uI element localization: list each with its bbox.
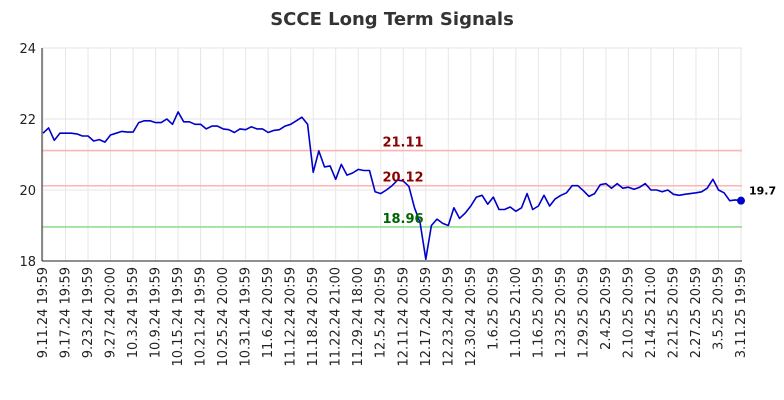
- series: [42, 111, 745, 261]
- x-tick-label: 12.23.24 20:59: [441, 267, 456, 367]
- axes: 18 20 22 24 9.11.24 19:59 9.17.24 19:59 9.23.2…: [19, 42, 749, 367]
- x-tick-label: 3.5.25 20:59: [711, 267, 726, 350]
- x-tick-label: 10.25.24 20:00: [216, 267, 231, 367]
- x-tick-label: 10.21.24 19:59: [194, 267, 209, 367]
- x-tick-label: 11.6.24 20:59: [261, 267, 276, 358]
- x-tick-label: 10.15.24 19:59: [171, 267, 186, 367]
- x-tick-label: 11.18.24 20:59: [306, 267, 321, 367]
- x-tick-label: 1.10.25 21:00: [509, 267, 524, 358]
- x-tick-label: 10.3.24 19:59: [126, 267, 141, 358]
- y-tick-label: 22: [19, 113, 36, 128]
- x-tick-label: 10.9.24 19:59: [149, 267, 164, 358]
- x-tick-label: 2.14.25 21:00: [644, 267, 659, 358]
- x-tick-label: 9.23.24 19:59: [81, 267, 96, 358]
- x-tick-label: 2.10.25 20:59: [621, 267, 636, 358]
- reference-line-label: 18.96: [382, 212, 423, 227]
- grid: [42, 47, 742, 262]
- x-tick-label: 12.17.24 20:59: [419, 267, 434, 367]
- y-tick-label: 18: [19, 255, 36, 270]
- x-tick-label: 2.21.25 20:59: [666, 267, 681, 358]
- x-tick-label: 11.12.24 20:59: [284, 267, 299, 367]
- chart-title: SCCE Long Term Signals: [270, 9, 514, 30]
- x-tick-label: 9.27.24 20:00: [104, 267, 119, 358]
- x-tick-label: 3.11.25 19:59: [734, 267, 749, 358]
- labels: 21.11 20.12 18.96 19.7: [382, 136, 776, 227]
- x-tick-label: 12.11.24 20:59: [396, 267, 411, 367]
- x-tick-label: 12.30.24 20:59: [464, 267, 479, 367]
- last-point-marker: [737, 196, 745, 205]
- x-tick-label: 1.23.25 20:59: [554, 267, 569, 358]
- y-tick-label: 20: [19, 184, 36, 199]
- x-tick-label: 12.5.24 20:59: [374, 267, 389, 358]
- series-line: [42, 111, 742, 261]
- x-tick-label: 1.6.25 20:59: [486, 267, 501, 350]
- x-tick-label: 10.31.24 19:59: [239, 267, 254, 367]
- x-tick-label: 11.22.24 21:00: [329, 267, 344, 367]
- reference-line-label: 20.12: [382, 171, 423, 186]
- x-tick-label: 11.29.24 18:00: [351, 267, 366, 367]
- x-tick-label: 2.27.25 20:59: [689, 267, 704, 358]
- y-tick-label: 24: [19, 42, 36, 57]
- x-tick-label: 1.16.25 20:59: [531, 267, 546, 358]
- x-tick-label: 9.17.24 19:59: [59, 267, 74, 358]
- x-tick-label: 2.4.25 20:59: [599, 267, 614, 350]
- reference-line-label: 21.11: [382, 136, 423, 151]
- x-tick-label: 9.11.24 19:59: [36, 267, 51, 358]
- x-tick-label: 1.29.25 20:59: [576, 267, 591, 358]
- last-value-label: 19.7: [749, 185, 776, 198]
